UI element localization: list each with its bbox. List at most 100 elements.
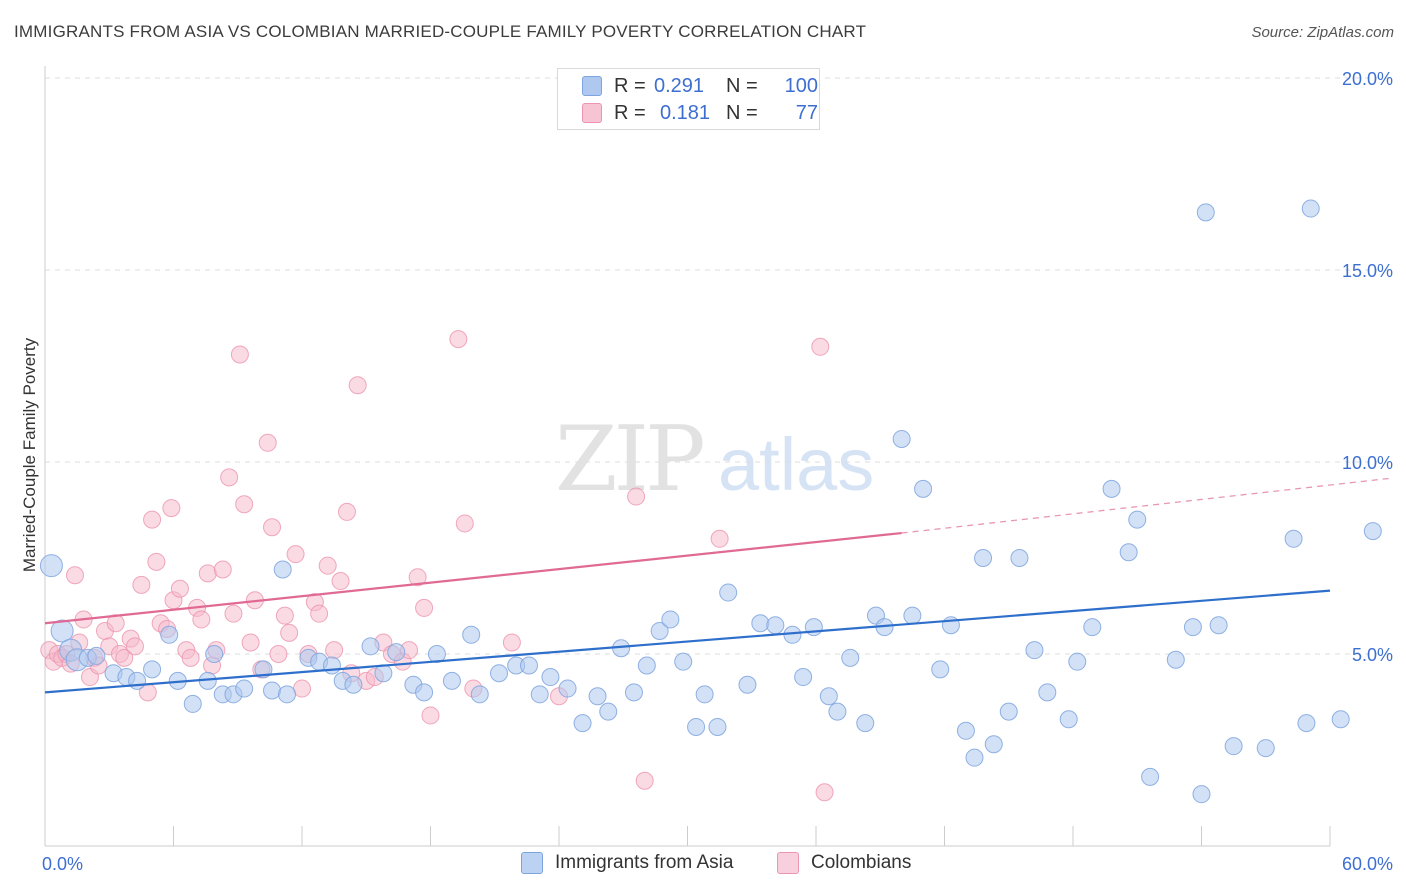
colombians-point: [147, 552, 166, 571]
colombians-swatch: [777, 852, 799, 874]
colombians-point: [125, 637, 144, 656]
asia-point: [1297, 714, 1316, 733]
asia-point: [719, 583, 738, 602]
colombians-point: [65, 566, 84, 585]
colombians-point: [421, 706, 440, 725]
asia-point: [650, 621, 669, 640]
asia-point: [50, 619, 74, 643]
r-value: 0.291: [654, 74, 705, 97]
colombians-point: [220, 468, 239, 487]
asia-point: [470, 685, 489, 704]
colombians-point: [224, 604, 243, 623]
asia-point: [344, 675, 363, 694]
asia-swatch: [582, 76, 602, 96]
colombians-point: [263, 518, 282, 537]
asia-point: [1301, 199, 1320, 218]
asia-point: [892, 429, 911, 448]
asia-point: [738, 675, 757, 694]
colombians-point: [811, 337, 830, 356]
n-value: 77: [795, 101, 818, 124]
asia-point: [1209, 616, 1228, 635]
asia-point: [819, 687, 838, 706]
bottom-legend-colombians: Colombians: [777, 852, 911, 874]
y-tick-label: 20.0%: [1342, 69, 1393, 89]
colombians-point: [230, 345, 249, 364]
asia-point: [1010, 549, 1029, 567]
asia-point: [903, 606, 922, 625]
chart-title: IMMIGRANTS FROM ASIA VS COLOMBIAN MARRIE…: [14, 22, 867, 41]
legend-label: Immigrants from Asia: [555, 852, 734, 873]
asia-swatch: [521, 852, 543, 874]
asia-point: [1331, 710, 1350, 729]
colombians-point: [280, 623, 299, 642]
asia-point: [530, 685, 549, 704]
asia-point: [588, 687, 607, 706]
n-value: 100: [784, 74, 818, 97]
bottom-legend-asia: Immigrants from Asia: [521, 852, 733, 874]
asia-point: [322, 656, 341, 675]
asia-point: [128, 671, 147, 690]
asia-point: [828, 702, 847, 721]
r-label: R =: [614, 74, 646, 97]
colombians-point: [286, 545, 305, 564]
colombians-point: [132, 575, 151, 594]
colombians-point: [241, 633, 260, 652]
asia-point: [415, 683, 434, 702]
asia-point: [263, 681, 282, 700]
asia-point: [278, 685, 297, 704]
asia-point: [1141, 767, 1160, 786]
y-tick-label: 10.0%: [1342, 453, 1393, 473]
asia-point: [599, 702, 618, 721]
asia-point: [205, 645, 224, 663]
colombians-point: [181, 648, 200, 667]
asia-point: [974, 549, 993, 567]
asia-point: [1083, 618, 1102, 637]
asia-point: [841, 648, 860, 667]
asia-point: [624, 683, 643, 702]
asia-point: [965, 748, 984, 767]
tick-labels: 5.0% 10.0% 15.0% 20.0% 0.0% 60.0%: [42, 69, 1393, 874]
asia-point: [1102, 479, 1121, 498]
asia-point: [984, 735, 1003, 754]
colombians-point: [502, 633, 521, 652]
legend-label: Colombians: [811, 852, 912, 873]
asia-point: [1119, 543, 1138, 562]
asia-point: [695, 685, 714, 704]
colombians-point: [337, 502, 356, 521]
asia-point: [541, 668, 560, 687]
asia-point: [751, 614, 770, 633]
colombians-swatch: [582, 103, 602, 123]
colombians-point: [331, 572, 350, 591]
asia-point: [1038, 683, 1057, 702]
asia-point: [39, 554, 63, 578]
asia-point: [1166, 650, 1185, 669]
chart-source: Source: ZipAtlas.com: [1251, 24, 1394, 41]
colombians-point: [348, 376, 367, 395]
asia-point: [361, 637, 380, 656]
asia-point: [374, 664, 393, 683]
colombians-point: [162, 499, 181, 518]
asia-point: [1059, 710, 1078, 729]
asia-points: [39, 199, 1382, 804]
asia-point: [427, 645, 446, 663]
colombians-point: [198, 564, 217, 583]
asia-point: [442, 671, 461, 690]
asia-point: [1068, 652, 1087, 671]
r-label: R =: [614, 101, 646, 124]
colombians-point: [293, 679, 311, 698]
colombians-point: [143, 510, 162, 529]
legend-row-colombians: R = 0.181 N = 77: [582, 100, 818, 126]
asia-point: [387, 643, 406, 662]
asia-point: [637, 656, 656, 675]
asia-point: [687, 717, 706, 736]
asia-point: [87, 646, 106, 665]
asia-trend-line: [44, 589, 1331, 694]
colombians-point: [635, 771, 654, 790]
asia-point: [1363, 522, 1382, 541]
colombians-point: [213, 560, 232, 579]
watermark: ZIP atlas: [555, 407, 874, 512]
colombians-point: [170, 579, 189, 598]
asia-point: [558, 679, 577, 698]
asia-point: [708, 717, 727, 736]
